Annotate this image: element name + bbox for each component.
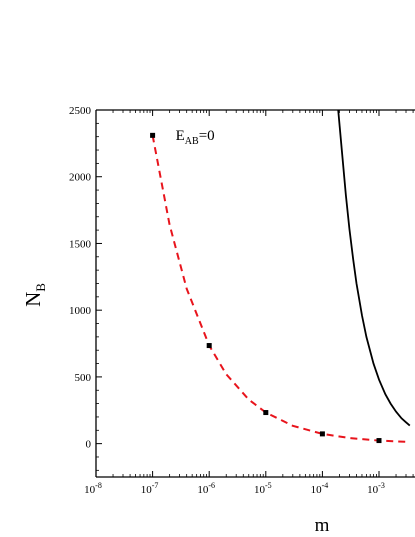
x-axis-title: m <box>315 515 330 536</box>
y-axis-title-sub: B <box>33 283 48 292</box>
marker-point-2 <box>263 410 269 416</box>
marker-point-3 <box>319 431 325 437</box>
x-tick-label-4: 10-4 <box>311 481 329 496</box>
y-axis-title: NB <box>21 283 48 307</box>
x-tick-label-0: 10-8 <box>84 481 102 496</box>
y-axis-title-main: N <box>21 292 45 307</box>
y-tick-label-2: 1000 <box>69 305 92 317</box>
y-tick-label-3: 1500 <box>69 238 92 250</box>
solid-curve-line <box>337 110 411 427</box>
annotation-sub: AB <box>185 136 199 147</box>
dashed-fit-line <box>151 135 410 443</box>
annotation-main: E <box>176 128 185 144</box>
annotation-rest: =0 <box>199 128 215 144</box>
series-layer <box>150 110 411 444</box>
marker-point-4 <box>376 438 382 444</box>
y-tick-label-5: 2500 <box>69 105 92 117</box>
y-tick-label-4: 2000 <box>69 172 92 184</box>
x-tick-label-1: 10-7 <box>141 481 159 496</box>
axes-layer: 0 500 1000 1500 2000 2500 10-8 10-7 10-6 10-5 10-4… <box>69 105 415 496</box>
x-tick-label-2: 10-6 <box>197 481 215 496</box>
marker-point-1 <box>206 343 212 349</box>
x-tick-label-3: 10-5 <box>254 481 272 496</box>
y-tick-label-1: 500 <box>75 372 92 384</box>
y-tick-label-0: 0 <box>86 439 92 451</box>
marker-point-0 <box>150 132 156 138</box>
x-tick-label-5: 10-3 <box>367 481 385 496</box>
annotation-label: EAB=0 <box>176 128 215 147</box>
